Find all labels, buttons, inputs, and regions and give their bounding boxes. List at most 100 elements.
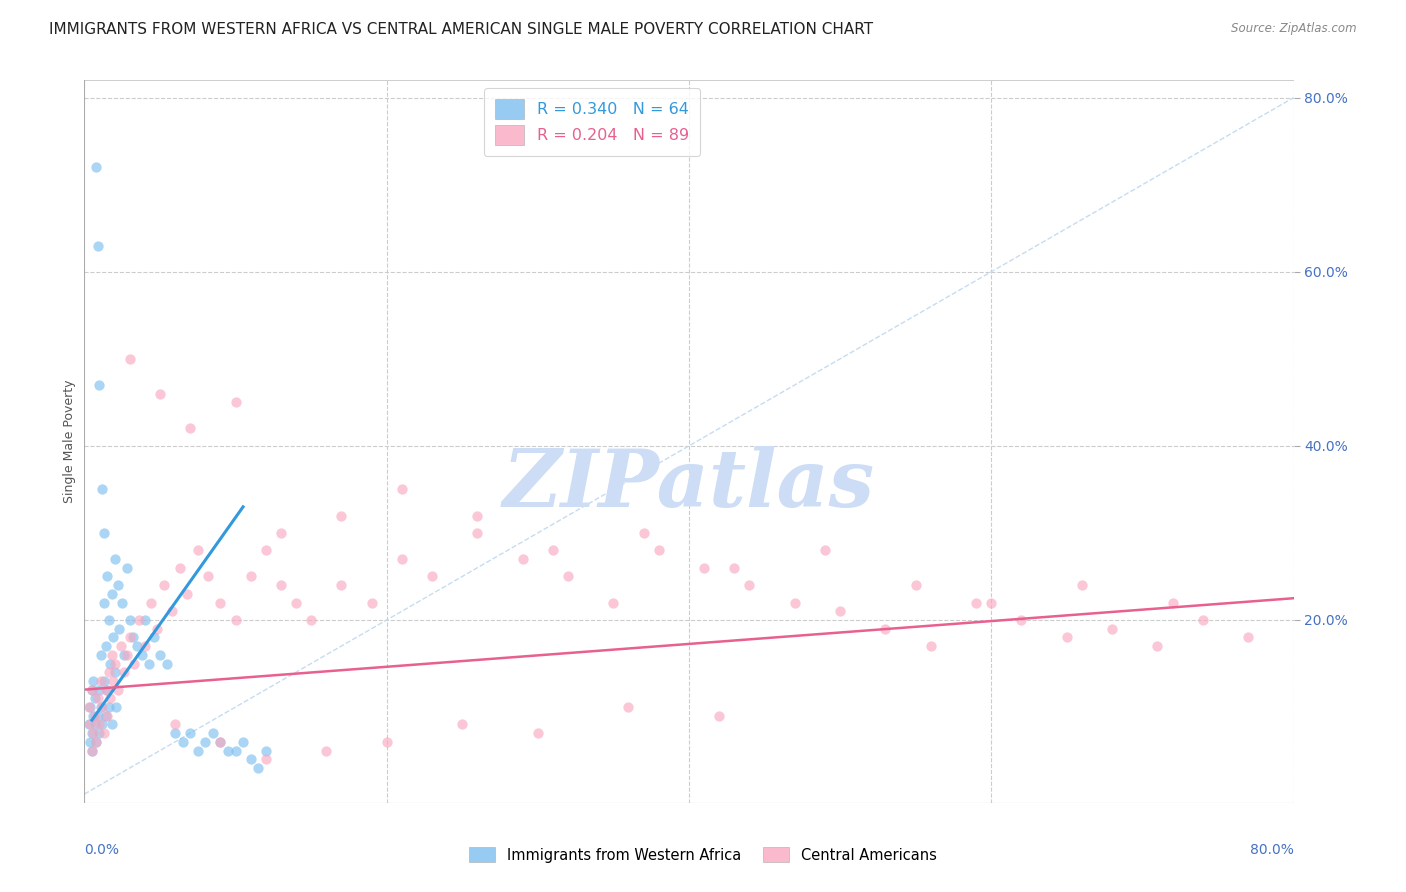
Point bbox=[115, 561, 138, 575]
Point bbox=[375, 735, 398, 749]
Point bbox=[247, 761, 270, 775]
Point bbox=[149, 648, 172, 662]
Point bbox=[86, 735, 108, 749]
Point bbox=[87, 708, 110, 723]
Point bbox=[633, 525, 655, 540]
Point bbox=[93, 596, 115, 610]
Point bbox=[118, 613, 141, 627]
Point bbox=[111, 596, 134, 610]
Point bbox=[98, 657, 121, 671]
Point bbox=[1146, 639, 1168, 653]
Point bbox=[93, 673, 115, 688]
Point bbox=[194, 735, 217, 749]
Point bbox=[1101, 622, 1123, 636]
Point bbox=[360, 596, 382, 610]
Point bbox=[330, 578, 353, 592]
Point bbox=[100, 587, 122, 601]
Text: IMMIGRANTS FROM WESTERN AFRICA VS CENTRAL AMERICAN SINGLE MALE POVERTY CORRELATI: IMMIGRANTS FROM WESTERN AFRICA VS CENTRA… bbox=[49, 22, 873, 37]
Point bbox=[225, 743, 247, 757]
Point bbox=[118, 351, 141, 366]
Point bbox=[84, 691, 107, 706]
Point bbox=[232, 735, 254, 749]
Point bbox=[80, 743, 103, 757]
Point bbox=[90, 648, 112, 662]
Point bbox=[89, 717, 111, 731]
Point bbox=[142, 631, 165, 645]
Legend: R = 0.340   N = 64, R = 0.204   N = 89: R = 0.340 N = 64, R = 0.204 N = 89 bbox=[484, 88, 700, 156]
Point bbox=[91, 700, 114, 714]
Point bbox=[980, 596, 1002, 610]
Point bbox=[134, 613, 156, 627]
Point bbox=[153, 578, 176, 592]
Point bbox=[1192, 613, 1215, 627]
Point bbox=[541, 543, 564, 558]
Point bbox=[179, 726, 201, 740]
Point bbox=[101, 673, 124, 688]
Point bbox=[330, 508, 353, 523]
Point bbox=[156, 657, 179, 671]
Point bbox=[121, 631, 143, 645]
Point bbox=[315, 743, 337, 757]
Point bbox=[115, 648, 138, 662]
Point bbox=[160, 604, 183, 618]
Point bbox=[96, 708, 118, 723]
Point bbox=[96, 682, 118, 697]
Point bbox=[693, 561, 716, 575]
Point bbox=[176, 587, 198, 601]
Point bbox=[149, 386, 172, 401]
Point bbox=[108, 622, 131, 636]
Text: 0.0%: 0.0% bbox=[84, 843, 120, 856]
Point bbox=[80, 682, 103, 697]
Point bbox=[165, 717, 187, 731]
Point bbox=[467, 525, 489, 540]
Point bbox=[105, 700, 128, 714]
Point bbox=[79, 735, 101, 749]
Point bbox=[285, 596, 308, 610]
Point bbox=[254, 543, 277, 558]
Point bbox=[97, 665, 120, 680]
Point bbox=[93, 726, 115, 740]
Point bbox=[875, 622, 897, 636]
Point bbox=[420, 569, 443, 583]
Point bbox=[1161, 596, 1184, 610]
Point bbox=[112, 648, 135, 662]
Point bbox=[104, 657, 127, 671]
Point bbox=[90, 673, 112, 688]
Point bbox=[104, 552, 127, 566]
Point bbox=[165, 726, 187, 740]
Point bbox=[90, 700, 112, 714]
Point bbox=[82, 726, 104, 740]
Point bbox=[965, 596, 987, 610]
Point bbox=[89, 682, 111, 697]
Point bbox=[709, 708, 731, 723]
Point bbox=[127, 639, 149, 653]
Point bbox=[77, 700, 100, 714]
Point bbox=[100, 717, 122, 731]
Point bbox=[139, 596, 162, 610]
Point bbox=[79, 717, 101, 731]
Point bbox=[391, 552, 413, 566]
Point bbox=[96, 569, 118, 583]
Point bbox=[172, 735, 194, 749]
Point bbox=[239, 569, 262, 583]
Point bbox=[451, 717, 474, 731]
Point bbox=[79, 700, 101, 714]
Point bbox=[93, 525, 115, 540]
Point bbox=[134, 639, 156, 653]
Point bbox=[209, 735, 232, 749]
Point bbox=[270, 578, 292, 592]
Point bbox=[783, 596, 806, 610]
Point bbox=[80, 726, 103, 740]
Point bbox=[107, 682, 129, 697]
Point bbox=[146, 622, 169, 636]
Point bbox=[299, 613, 322, 627]
Point bbox=[209, 735, 232, 749]
Point bbox=[239, 752, 262, 766]
Point bbox=[602, 596, 624, 610]
Point bbox=[512, 552, 534, 566]
Point bbox=[97, 613, 120, 627]
Point bbox=[89, 378, 111, 392]
Point bbox=[97, 700, 120, 714]
Point bbox=[80, 743, 103, 757]
Point bbox=[617, 700, 640, 714]
